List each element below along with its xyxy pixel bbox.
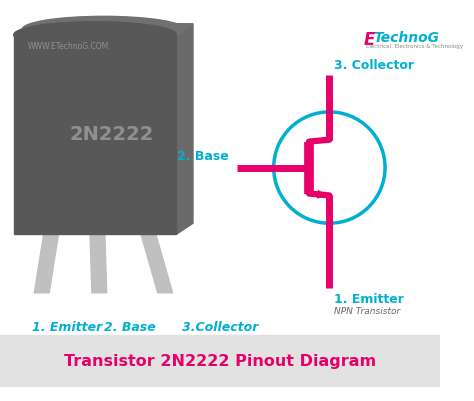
Text: 2. Base: 2. Base <box>104 321 155 334</box>
Polygon shape <box>176 24 193 234</box>
Text: NPN Transistor: NPN Transistor <box>334 307 400 316</box>
Polygon shape <box>14 24 193 35</box>
Text: 3. Collector: 3. Collector <box>334 59 414 72</box>
Text: 2. Base: 2. Base <box>177 150 229 163</box>
Bar <box>0 336 440 387</box>
Polygon shape <box>141 234 173 293</box>
Polygon shape <box>90 234 107 293</box>
Text: 3.Collector: 3.Collector <box>182 321 258 334</box>
Text: Electrical, Electronics & Technology: Electrical, Electronics & Technology <box>365 44 463 49</box>
Ellipse shape <box>14 22 176 48</box>
Bar <box>14 35 176 234</box>
Ellipse shape <box>14 22 176 48</box>
Ellipse shape <box>22 16 185 43</box>
Text: 1. Emitter: 1. Emitter <box>334 293 404 306</box>
Text: TechnoG: TechnoG <box>373 31 439 45</box>
Text: 1. Emitter: 1. Emitter <box>33 321 103 334</box>
Text: Transistor 2N2222 Pinout Diagram: Transistor 2N2222 Pinout Diagram <box>64 354 376 369</box>
Text: E: E <box>364 31 375 49</box>
Polygon shape <box>34 234 58 293</box>
Text: WWW.ETechnoG.COM: WWW.ETechnoG.COM <box>28 43 109 51</box>
Text: 2N2222: 2N2222 <box>69 125 154 144</box>
